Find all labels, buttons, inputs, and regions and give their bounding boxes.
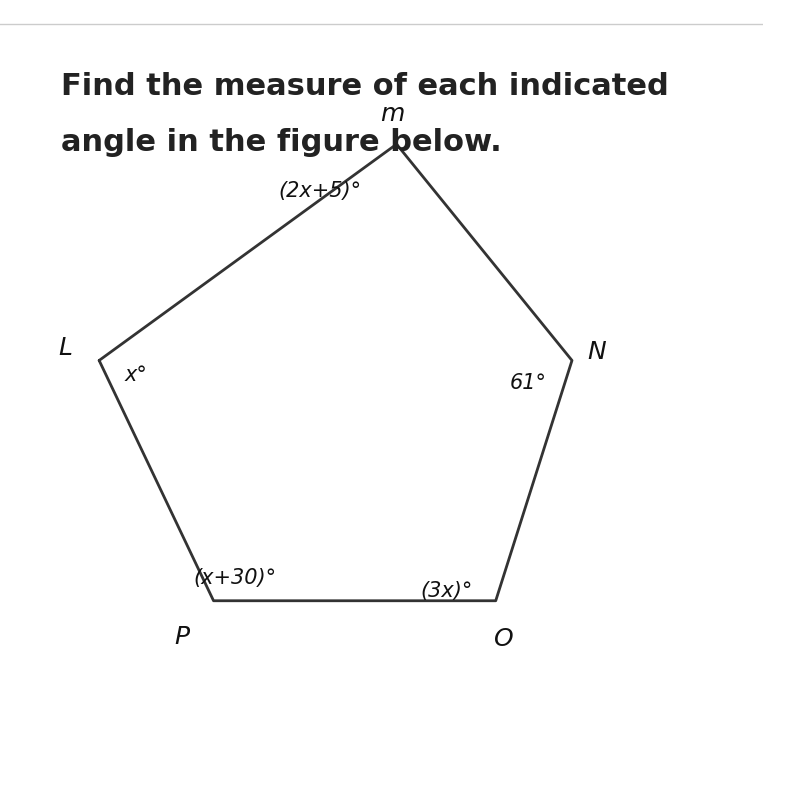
Text: N: N	[587, 340, 606, 364]
Text: O: O	[494, 627, 513, 651]
Text: P: P	[174, 625, 189, 649]
Text: (2x+5)°: (2x+5)°	[278, 181, 362, 200]
Text: (3x)°: (3x)°	[420, 582, 472, 601]
Text: m: m	[381, 102, 405, 126]
Text: 61°: 61°	[510, 373, 546, 392]
Text: (x+30)°: (x+30)°	[194, 569, 277, 588]
Text: x°: x°	[124, 365, 147, 384]
Text: L: L	[58, 336, 72, 360]
Text: Find the measure of each indicated: Find the measure of each indicated	[61, 72, 669, 101]
Text: angle in the figure below.: angle in the figure below.	[61, 128, 502, 157]
